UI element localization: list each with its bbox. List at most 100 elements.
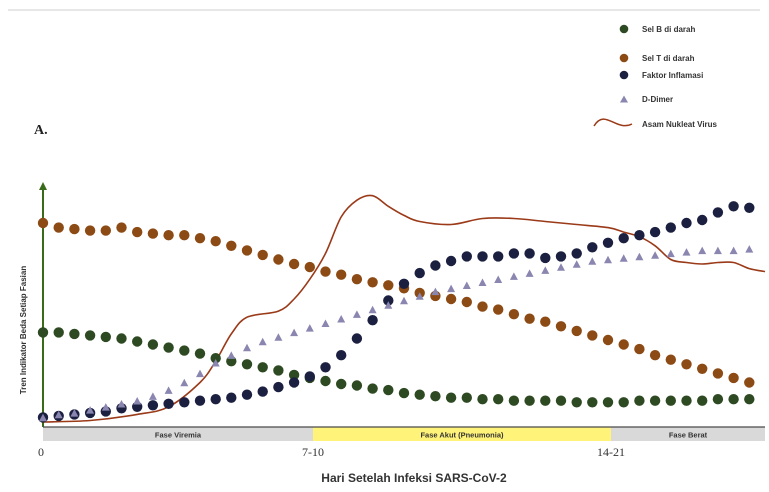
point-sel-t-di-darah [728,372,739,384]
point-d-dimer [557,263,565,271]
legend-marker-faktor-inflamasi [619,70,629,80]
point-faktor-inflamasi [367,315,378,326]
phase-band [611,427,765,441]
point-sel-b-di-darah [445,392,457,403]
point-faktor-inflamasi [602,237,614,248]
point-faktor-inflamasi [430,260,441,271]
point-sel-b-di-darah [398,387,410,399]
legend-label-asam-nukleat-virus: Asam Nukleat Virus [642,120,718,129]
point-d-dimer [70,409,79,417]
point-sel-b-di-darah [618,397,629,408]
point-d-dimer [274,333,283,341]
point-sel-t-di-darah [665,354,676,365]
point-sel-t-di-darah [540,316,551,327]
point-sel-t-di-darah [241,245,253,256]
point-sel-t-di-darah [634,343,645,355]
point-d-dimer [211,359,220,367]
point-sel-t-di-darah [571,325,582,337]
point-sel-b-di-darah [69,328,80,340]
point-sel-t-di-darah [320,266,331,277]
point-sel-t-di-darah [194,233,206,244]
point-sel-t-di-darah [288,258,300,270]
point-faktor-inflamasi [524,248,535,259]
point-sel-b-di-darah [383,384,394,396]
point-sel-t-di-darah [602,334,614,346]
y-axis-label: Tren Indikator Beda Setiap Fasian [19,266,28,395]
point-d-dimer [227,351,236,359]
point-sel-b-di-darah [336,378,347,390]
point-sel-t-di-darah [383,280,394,291]
point-faktor-inflamasi [147,400,159,411]
legend-marker-sel-b-di-darah [619,24,629,34]
point-faktor-inflamasi [493,251,504,262]
point-faktor-inflamasi [210,394,221,405]
point-sel-b-di-darah [540,395,551,406]
point-faktor-inflamasi [336,350,347,361]
point-sel-b-di-darah [508,395,520,406]
point-sel-t-di-darah [226,240,237,251]
point-faktor-inflamasi [649,226,661,238]
point-faktor-inflamasi [241,389,253,400]
phase-label: Fase Berat [669,431,708,440]
point-sel-t-di-darah [555,321,567,332]
point-faktor-inflamasi [163,398,174,409]
point-faktor-inflamasi [728,201,739,212]
point-d-dimer [635,252,644,261]
point-faktor-inflamasi [226,392,237,403]
point-sel-t-di-darah [445,293,457,305]
point-sel-b-di-darah [414,389,425,400]
legend-marker-d-dimer [620,95,628,103]
point-sel-b-di-darah [430,391,441,402]
point-sel-b-di-darah [100,331,112,343]
point-d-dimer [101,403,110,411]
point-d-dimer [494,275,503,283]
point-sel-b-di-darah [179,345,190,356]
point-sel-b-di-darah [257,362,268,373]
point-sel-b-di-darah [665,395,676,406]
phase-label: Fase Akut (Pneumonia) [420,431,504,440]
point-d-dimer [478,278,487,286]
point-sel-t-di-darah [508,309,520,320]
point-faktor-inflamasi [351,333,363,344]
point-sel-t-di-darah [477,301,488,312]
point-d-dimer [148,392,157,400]
point-sel-b-di-darah [37,327,49,338]
x-tick-labels: 0 7-10 14-21 [38,445,625,459]
point-sel-t-di-darah [744,377,755,388]
legend-label-d-dimer: D-Dimer [642,95,673,104]
point-faktor-inflamasi [571,248,582,259]
point-sel-b-di-darah [602,397,614,408]
point-sel-t-di-darah [147,228,159,239]
point-sel-b-di-darah [273,365,284,376]
point-faktor-inflamasi [288,377,300,388]
point-sel-b-di-darah [351,380,363,391]
point-faktor-inflamasi [587,242,598,253]
point-sel-t-di-darah [351,274,363,285]
point-faktor-inflamasi [712,207,724,218]
legend-label-faktor-inflamasi: Faktor Inflamasi [642,71,703,80]
point-d-dimer [196,369,204,378]
legend-marker-asam-nukleat-virus [593,118,633,127]
point-sel-t-di-darah [461,296,472,308]
point-faktor-inflamasi [681,217,692,229]
point-sel-t-di-darah [116,222,127,233]
point-sel-t-di-darah [712,368,724,379]
point-faktor-inflamasi [194,395,206,406]
point-faktor-inflamasi [257,386,268,397]
phase-bar: Fase Viremia Fase Akut (Pneumonia) Fase Be… [43,427,765,441]
point-sel-t-di-darah [69,223,80,235]
series-layer [37,194,766,423]
point-sel-t-di-darah [493,304,504,315]
point-faktor-inflamasi [555,251,567,262]
point-d-dimer [651,251,660,259]
point-sel-b-di-darah [84,330,96,341]
point-sel-t-di-darah [163,230,174,241]
point-d-dimer [384,301,393,309]
point-d-dimer [604,255,612,264]
point-d-dimer [729,246,738,255]
point-sel-b-di-darah [697,395,708,406]
point-sel-b-di-darah [461,392,472,403]
point-sel-t-di-darah [697,363,708,374]
point-d-dimer [541,266,550,274]
phase-label: Fase Viremia [155,431,202,440]
